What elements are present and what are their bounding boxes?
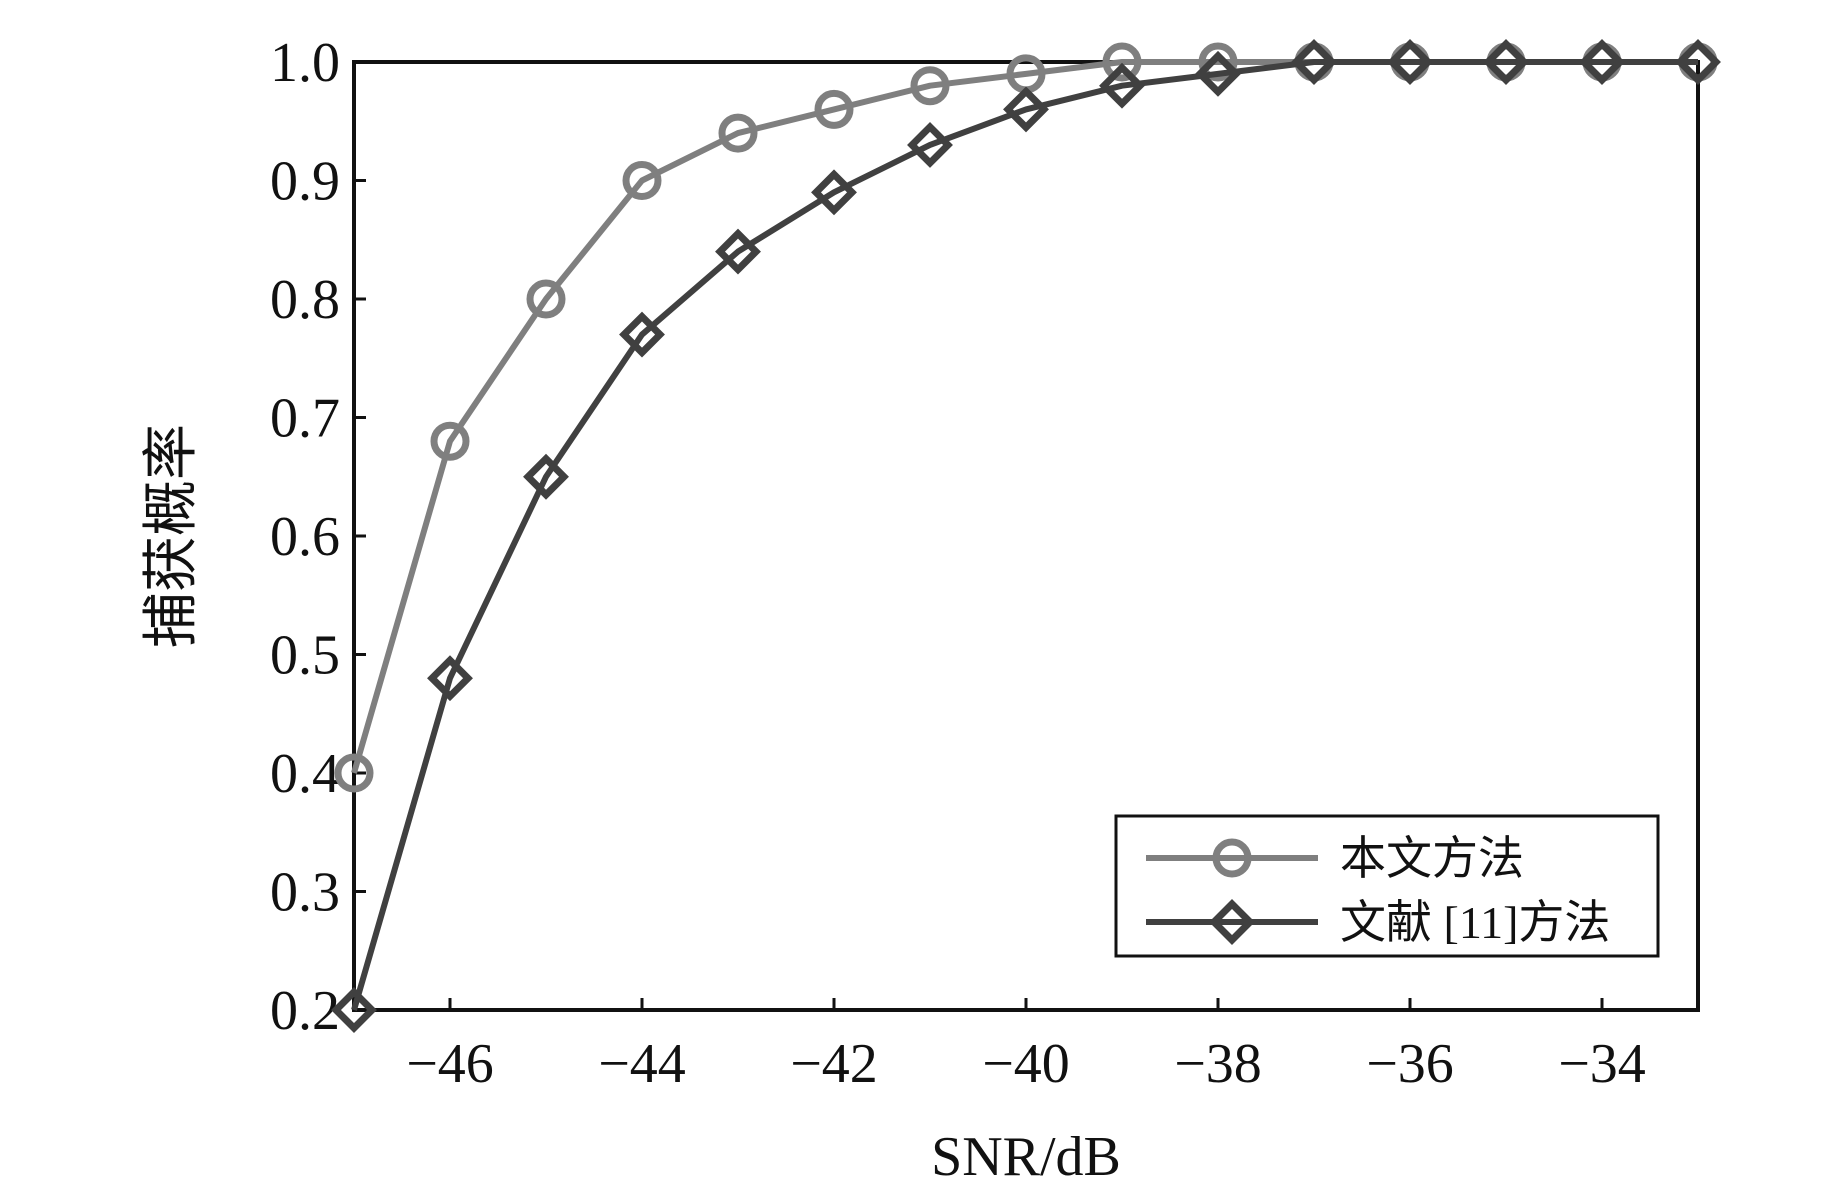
x-tick-label: −46 [406,1033,494,1095]
x-tick-label: −44 [598,1033,686,1095]
y-tick-label: 0.5 [270,625,340,687]
data-point [622,161,662,200]
x-tick-label: −38 [1174,1033,1262,1095]
x-axis-title: SNR/dB [931,1126,1121,1181]
series-2 [331,39,1721,1033]
data-point [718,113,758,153]
data-point [1483,39,1529,85]
data-point [814,89,854,129]
series-layer [331,39,1721,1033]
data-point [1195,50,1241,97]
data-point [334,753,374,793]
y-tick-label: 0.7 [270,388,340,450]
data-point [1675,39,1721,85]
legend-item: 本文方法 [1146,833,1524,884]
data-point [430,421,470,461]
data-point [1102,42,1142,82]
y-tick-label: 0.4 [270,743,340,805]
data-point [910,66,950,106]
data-point [1291,39,1337,85]
data-point [1579,39,1625,85]
y-tick-label: 0.3 [270,862,340,924]
legend-label: 本文方法 [1340,833,1524,884]
data-point [715,228,761,275]
y-tick-label: 1.0 [270,32,340,94]
series-line [351,59,1698,774]
data-point [523,453,569,500]
y-tick-label: 0.2 [270,980,340,1042]
legend-box [1114,814,1660,958]
data-point [1198,42,1238,82]
data-point [619,311,665,358]
x-tick-label: −34 [1558,1033,1646,1095]
y-tick-label: 0.8 [270,269,340,331]
y-tick-label: 0.6 [270,506,340,568]
y-axis: 0.2 0.3 0.4 0.5 0.6 0.7 0.8 0.9 1.0 [270,32,366,1042]
series-line [351,59,1698,1011]
data-point [907,122,953,168]
data-point [526,279,566,319]
legend-marker [1212,838,1252,878]
data-point [1387,39,1433,85]
x-tick-label: −36 [1366,1033,1454,1095]
x-tick-label: −42 [790,1033,878,1095]
x-axis: −46 −44 −42 −40 −38 −36 −34 [406,998,1646,1095]
y-axis-title: 捕获概率 [141,424,203,648]
data-point [1003,86,1049,133]
x-tick-label: −40 [982,1033,1070,1095]
legend-marker [1209,899,1255,945]
data-point [427,655,473,702]
series-1 [334,42,1718,793]
data-point [1099,62,1145,109]
data-point [331,987,377,1033]
y-tick-label: 0.9 [270,151,340,213]
legend-item: 文献 [11]方法 [1146,897,1610,948]
data-point [811,169,857,216]
legend-label: 文献 [11]方法 [1340,897,1610,948]
